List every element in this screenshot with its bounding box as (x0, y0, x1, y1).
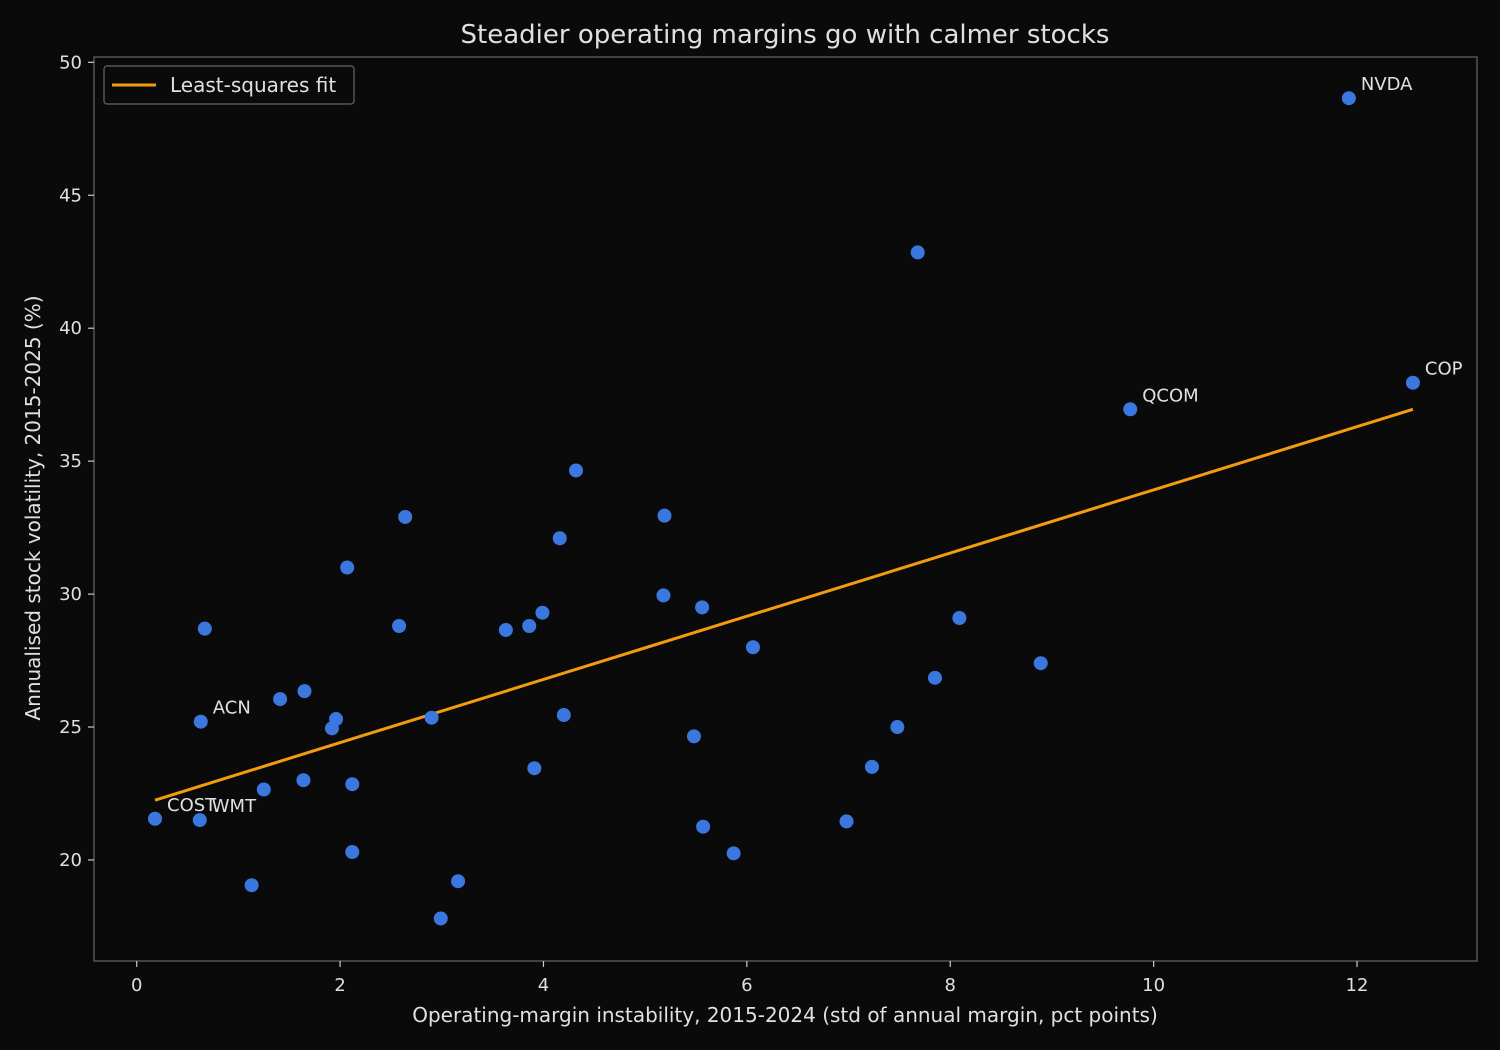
legend-label: Least-squares fit (170, 73, 336, 97)
data-point (424, 710, 439, 725)
data-point (890, 720, 905, 735)
x-tick-label: 12 (1346, 975, 1369, 996)
data-point (345, 777, 360, 792)
data-point (522, 618, 537, 633)
data-point (839, 814, 854, 829)
data-point (340, 560, 355, 575)
data-point (927, 670, 942, 685)
y-tick-label: 30 (59, 584, 82, 605)
data-point (329, 712, 344, 727)
data-point (686, 729, 701, 744)
data-point (148, 811, 163, 826)
data-point (657, 508, 672, 523)
data-point (433, 911, 448, 926)
y-axis-label: Annualised stock volatility, 2015-2025 (… (21, 295, 45, 720)
data-point (656, 588, 671, 603)
data-point (498, 622, 513, 637)
data-point (256, 782, 271, 797)
x-tick-label: 8 (945, 975, 956, 996)
y-tick-label: 50 (59, 52, 82, 73)
point-annotation: COP (1425, 359, 1463, 380)
data-point (745, 640, 760, 655)
data-point (569, 463, 584, 478)
x-tick-label: 10 (1142, 975, 1165, 996)
data-point (197, 621, 212, 636)
data-point (726, 846, 741, 861)
data-point (535, 605, 550, 620)
x-tick-label: 6 (741, 975, 752, 996)
x-tick-label: 4 (538, 975, 549, 996)
legend-box (103, 65, 355, 105)
y-tick-label: 40 (59, 318, 82, 339)
data-point (193, 714, 208, 729)
data-point (244, 878, 259, 893)
fit-line (154, 407, 1414, 802)
data-point (345, 844, 360, 859)
chart-title: Steadier operating margins go with calme… (461, 20, 1110, 50)
point-annotation: WMT (212, 796, 257, 817)
data-point (952, 611, 967, 626)
data-point (297, 684, 312, 699)
point-annotation: NVDA (1361, 74, 1413, 95)
data-point (1405, 375, 1420, 390)
data-point (695, 600, 710, 615)
data-point (451, 874, 466, 889)
point-annotation: COST (167, 795, 217, 816)
y-tick-label: 45 (59, 185, 82, 206)
data-point (398, 509, 413, 524)
data-point (556, 708, 571, 723)
y-tick-label: 25 (59, 717, 82, 738)
axes-frame (93, 56, 1478, 962)
data-point (910, 245, 925, 260)
x-tick-label: 0 (131, 975, 142, 996)
data-point (864, 759, 879, 774)
data-point (192, 813, 207, 828)
x-axis-label: Operating-margin instability, 2015-2024 … (412, 1003, 1158, 1027)
data-point (273, 692, 288, 707)
y-tick-label: 20 (59, 850, 82, 871)
data-point (552, 531, 567, 546)
point-annotation: ACN (213, 698, 251, 719)
point-annotation: QCOM (1142, 385, 1198, 406)
data-point (296, 773, 311, 788)
data-point (696, 819, 711, 834)
data-point (1033, 656, 1048, 671)
data-point (1341, 91, 1356, 106)
y-tick-label: 35 (59, 451, 82, 472)
data-point (527, 761, 542, 776)
x-tick-label: 2 (334, 975, 345, 996)
data-point (392, 618, 407, 633)
data-point (1123, 402, 1138, 417)
